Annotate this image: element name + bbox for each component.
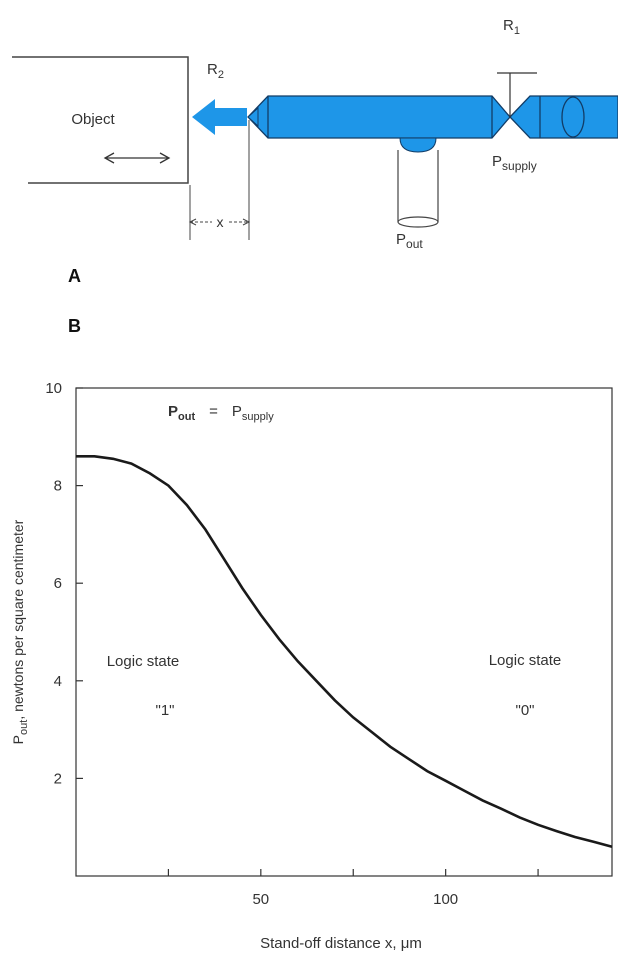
y-tick-label: 4	[54, 673, 62, 690]
annotation-left-line1: Logic state	[107, 653, 180, 670]
nozzle-body	[247, 95, 511, 139]
r1-label: R1	[503, 17, 520, 37]
y-tick-label: 2	[54, 770, 62, 787]
nozzle-diagram: Object R2 R1 Psupply	[12, 17, 618, 286]
psupply-label: Psupply	[492, 153, 537, 173]
output-tube	[397, 150, 439, 228]
x-tick-label: 50	[252, 891, 269, 908]
supply-orifice-icon	[561, 96, 585, 138]
jet-arrow-icon	[192, 99, 247, 135]
x-dimension-label: x	[217, 214, 224, 230]
double-arrow-icon	[103, 152, 171, 164]
x-axis-label: Stand-off distance x, μm	[260, 935, 422, 952]
y-axis: 2 4 6 8 10	[45, 380, 83, 787]
output-port	[399, 137, 437, 153]
y-tick-label: 6	[54, 575, 62, 592]
panel-a-label: A	[68, 266, 81, 286]
y-tick-label: 8	[54, 478, 62, 495]
y-tick-label: 10	[45, 380, 62, 397]
chart-title: Pout = Psupply	[168, 403, 274, 423]
chart: 2 4 6 8 10 50 100 Pout = Psupply Logic state "1…	[10, 380, 613, 952]
annotation-left-line2: "1"	[156, 702, 175, 719]
series-line	[76, 455, 613, 848]
plot-frame	[75, 387, 613, 877]
annotation-right-line1: Logic state	[489, 652, 562, 669]
object-label: Object	[71, 111, 115, 128]
y-axis-label: Pout, newtons per square centimeter	[10, 519, 30, 744]
x-dimension: x	[188, 120, 251, 240]
x-axis: 50 100	[167, 869, 539, 908]
x-tick-label: 100	[433, 891, 458, 908]
annotation-right-line2: "0"	[516, 702, 535, 719]
panel-b-label: B	[68, 316, 81, 336]
r2-label: R2	[207, 61, 224, 81]
supply-section	[509, 95, 618, 139]
pout-label: Pout	[396, 231, 423, 251]
object-box	[12, 56, 189, 184]
